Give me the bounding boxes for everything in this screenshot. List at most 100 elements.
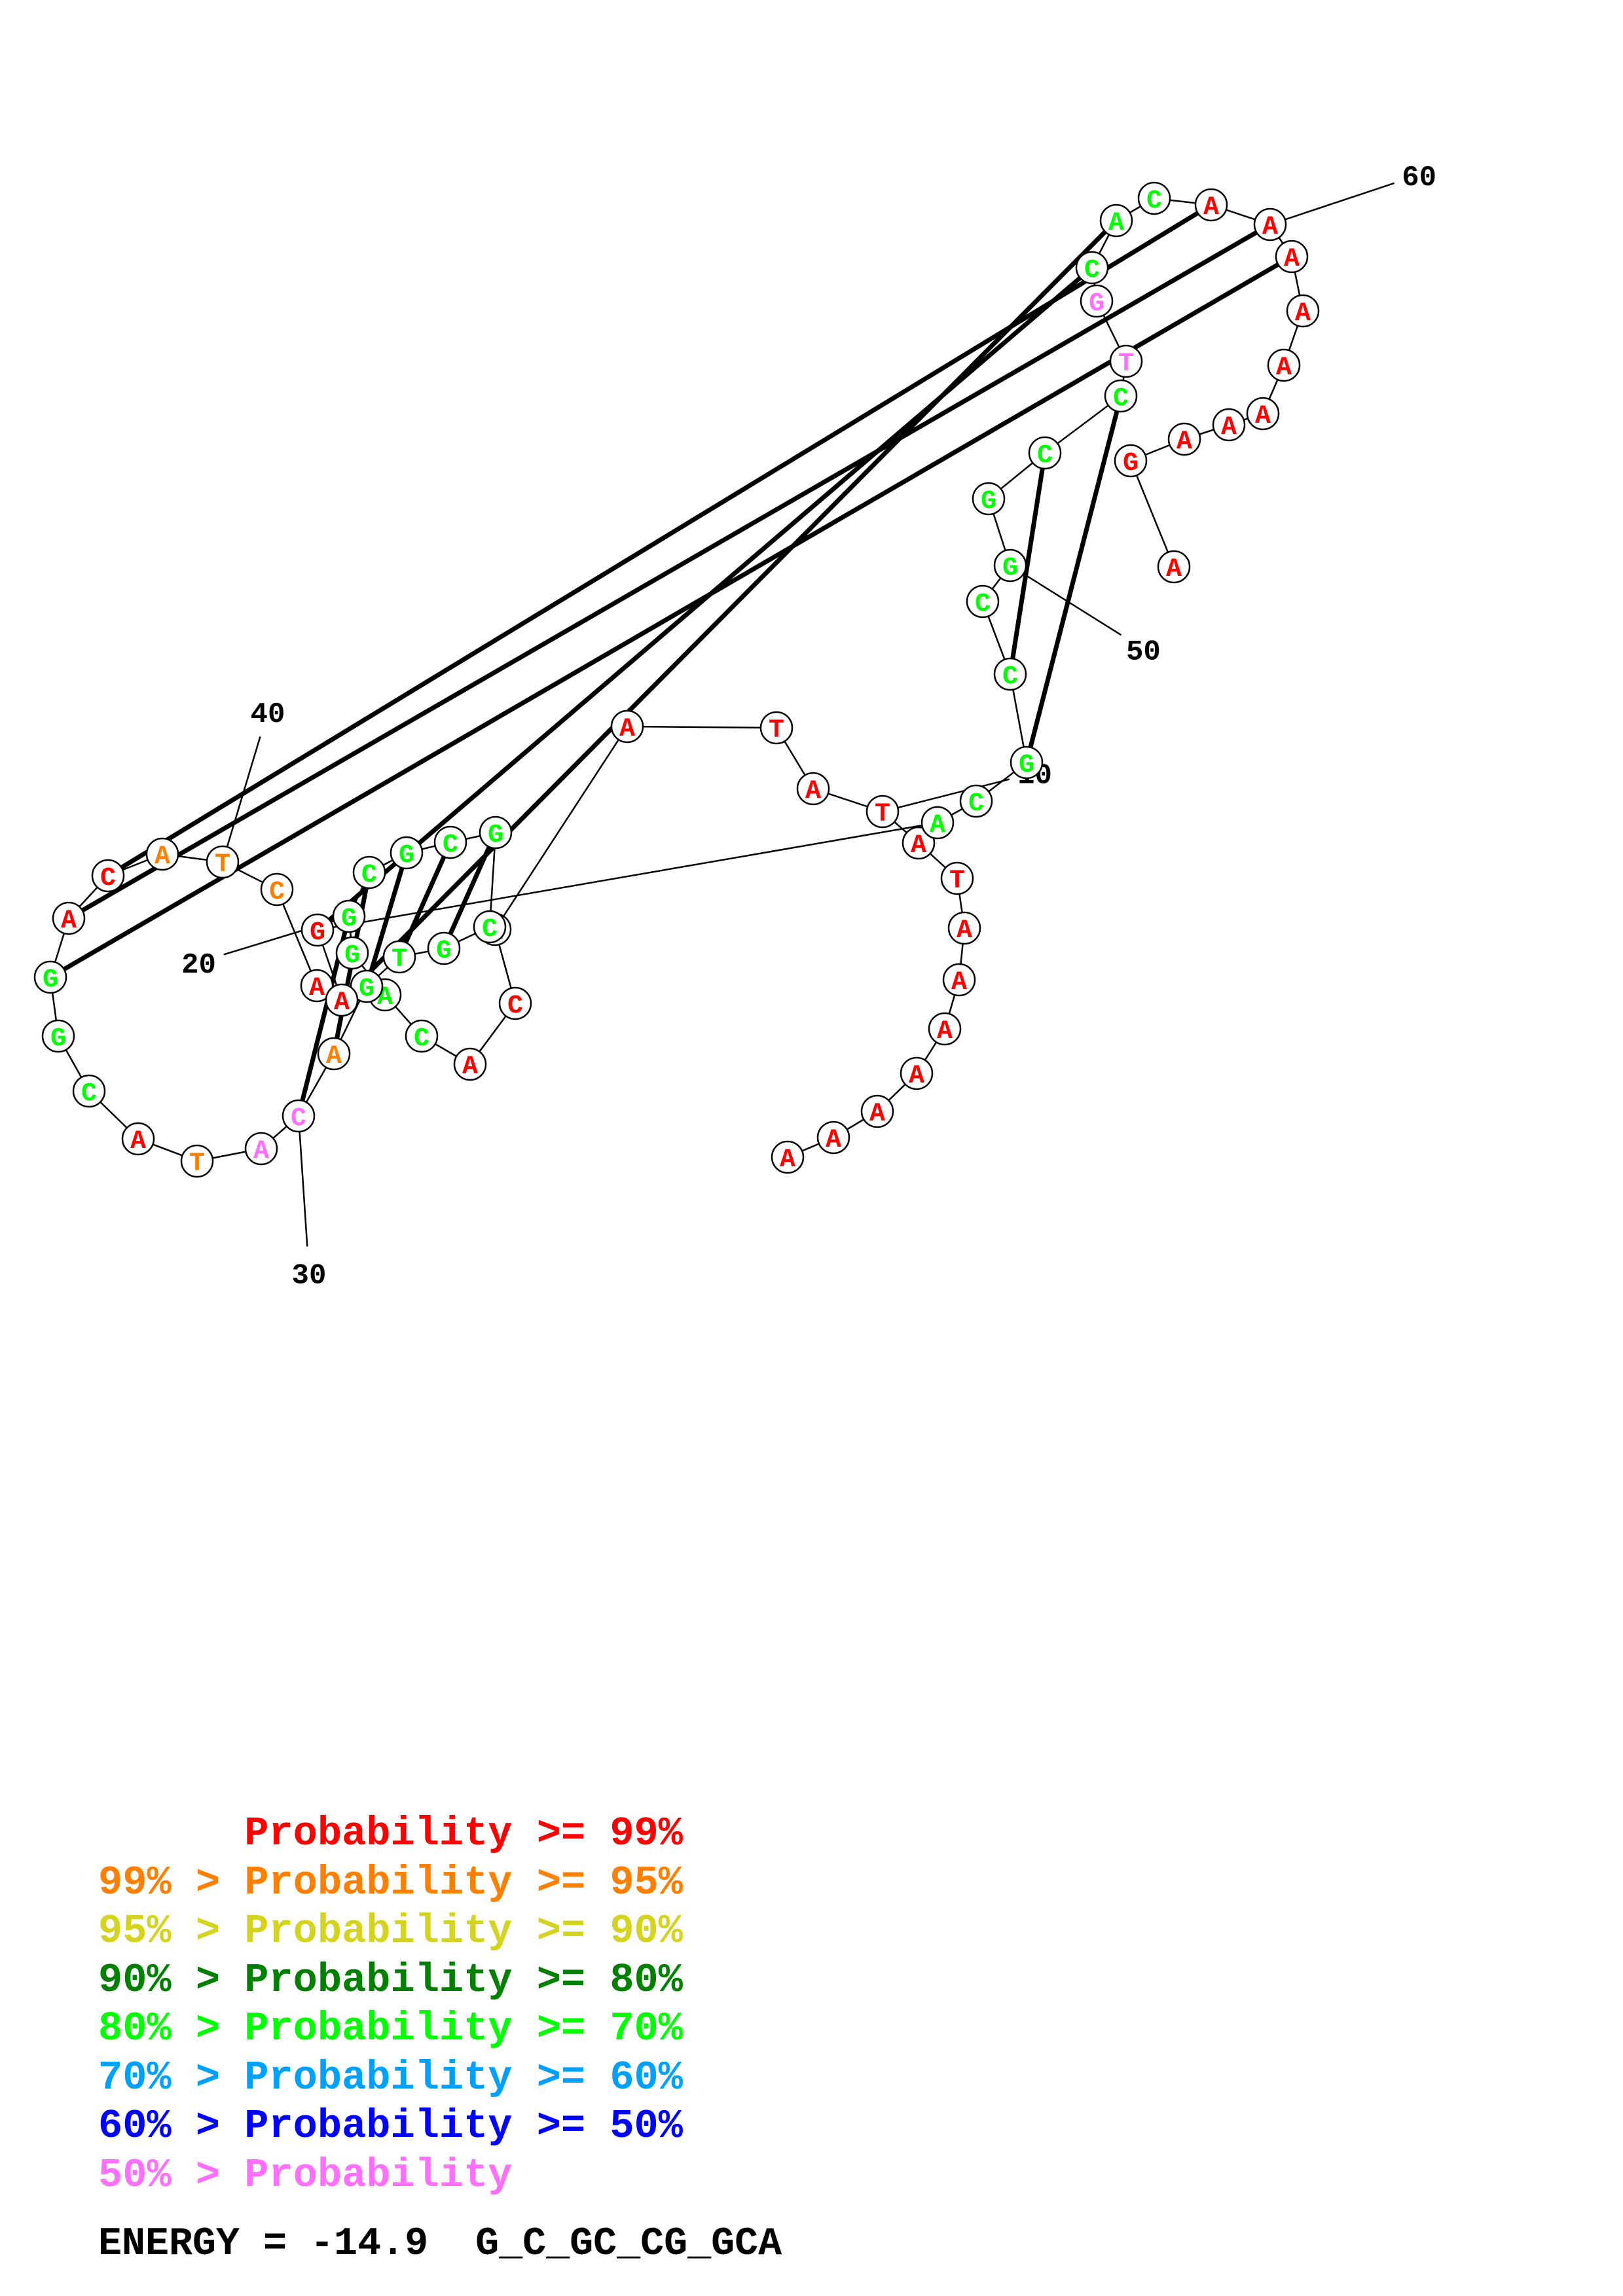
nucleotide: A (610, 709, 644, 744)
legend-text: Probability >= 99% (244, 1810, 683, 1857)
nucleotide-circle (796, 772, 830, 806)
nucleotide-base: G (310, 918, 325, 948)
energy-line: ENERGY = -14.9 G_C_GC_CG_GCA (98, 2222, 782, 2267)
nucleotide: A (947, 911, 981, 946)
nucleotide-circle (966, 584, 1000, 619)
base-pair-bond (1024, 395, 1123, 763)
nucleotide-circle (1253, 207, 1287, 242)
base-pair-bonds (49, 203, 1293, 1117)
nucleotide-base: A (61, 906, 77, 936)
nucleotide-circle (352, 855, 386, 889)
nucleotide: A (1267, 348, 1301, 383)
nucleotide-base: T (1118, 350, 1134, 379)
legend-text: Probability >= 70% (244, 2005, 683, 2052)
nucleotide-base: A (462, 1052, 478, 1082)
nucleotide: G (1114, 444, 1148, 478)
legend-text: Probability >= 95% (244, 1859, 683, 1906)
nucleotide-base: T (189, 1149, 205, 1179)
nucleotide: T (940, 861, 974, 896)
legend-prefix: 70% > (98, 2054, 245, 2101)
nucleotide-base: A (911, 831, 926, 861)
nucleotide: G (390, 836, 424, 870)
legend-prefix: 60% > (98, 2103, 245, 2149)
nucleotide-base: A (253, 1137, 269, 1166)
nucleotide-base: A (326, 1042, 342, 1071)
nucleotide-base: G (1019, 751, 1034, 780)
nucleotide-base: A (1176, 427, 1192, 457)
position-tick (297, 1115, 308, 1247)
nucleotide-circle (610, 709, 644, 744)
nucleotide: C (405, 1019, 439, 1054)
legend-prefix: 80% > (98, 2005, 245, 2052)
nucleotide-circle (335, 936, 369, 970)
nucleotide: G (1010, 745, 1044, 780)
nucleotide-base: G (43, 965, 58, 995)
nucleotide-circle (1075, 251, 1109, 285)
nucleotide: G (479, 816, 513, 850)
nucleotide-base: A (1166, 555, 1182, 584)
nucleotide-base: A (1221, 413, 1237, 442)
nucleotide-circle (405, 1019, 439, 1053)
nucleotide-base: G (344, 941, 360, 971)
nucleotide-circle (771, 1140, 805, 1174)
nucleotide-circle (1275, 240, 1309, 274)
nucleotide-base: A (1284, 245, 1300, 274)
nucleotide: A (900, 1056, 934, 1091)
nucleotide: C (498, 986, 532, 1021)
nucleotide: C (473, 910, 507, 944)
legend-row: 90% > Probability >= 80% (98, 1956, 683, 2005)
nucleotide-base: C (81, 1079, 97, 1109)
nucleotide-circle (382, 940, 416, 974)
nucleotide-circle (860, 1094, 894, 1128)
nucleotide: A (942, 963, 976, 997)
legend-text: Probability (244, 2151, 513, 2198)
nucleotide-base: C (1002, 662, 1018, 692)
nucleotide: A (453, 1047, 487, 1082)
legend-row: 80% > Probability >= 70% (98, 2005, 683, 2054)
nucleotide: T (382, 940, 416, 975)
nucleotide-base: G (488, 821, 503, 850)
legend-row: 50% > Probability (98, 2151, 683, 2200)
nucleotide: C (72, 1074, 106, 1109)
nucleotide-base: G (1123, 449, 1139, 478)
nucleotide-circle (300, 969, 334, 1003)
nucleotide-circle (72, 1074, 106, 1108)
nucleotide-circle (1028, 436, 1062, 470)
nucleotide-circle (479, 816, 513, 850)
legend-row: 60% > Probability >= 50% (98, 2102, 683, 2151)
nucleotide: A (796, 772, 830, 806)
nucleotide-circle (301, 913, 335, 947)
nucleotide-base: G (341, 905, 357, 934)
energy-value: ENERGY = -14.9 (98, 2222, 429, 2267)
nucleotide-base: A (805, 777, 821, 806)
nucleotide-base: A (869, 1100, 885, 1129)
nucleotide: G (301, 913, 335, 948)
nucleotide-circle (390, 836, 424, 870)
nucleotide-base: T (215, 850, 230, 880)
nucleotide-circle (1212, 408, 1246, 442)
position-label: 60 (1402, 162, 1436, 194)
nucleotide-circle (1194, 188, 1228, 222)
nucleotide-circle (206, 845, 240, 879)
nucleotide: C (1104, 379, 1138, 414)
nucleotide-circle (498, 986, 532, 1020)
nucleotide-circle (972, 482, 1006, 516)
backbone-lines (49, 197, 1304, 1162)
nucleotide-base: C (968, 789, 984, 819)
base-pair-bond (397, 841, 453, 958)
nucleotide: T (759, 711, 793, 745)
nucleotide-circle (453, 1047, 487, 1081)
nucleotide-base: A (334, 988, 350, 1018)
legend-text: Probability >= 50% (244, 2103, 683, 2149)
nucleotide-base: C (269, 878, 285, 907)
nucleotide: G (335, 936, 369, 971)
nucleotide-circle (1104, 379, 1138, 413)
nucleotide-base: G (399, 841, 414, 870)
nucleotide-base: A (780, 1145, 795, 1175)
base-pair-bond (107, 203, 1213, 878)
nucleotide: A (145, 837, 179, 872)
nucleotide: C (91, 859, 125, 893)
position-tick (882, 778, 1010, 813)
nucleotide-base: A (826, 1126, 841, 1155)
nucleotide-base: A (957, 916, 972, 946)
